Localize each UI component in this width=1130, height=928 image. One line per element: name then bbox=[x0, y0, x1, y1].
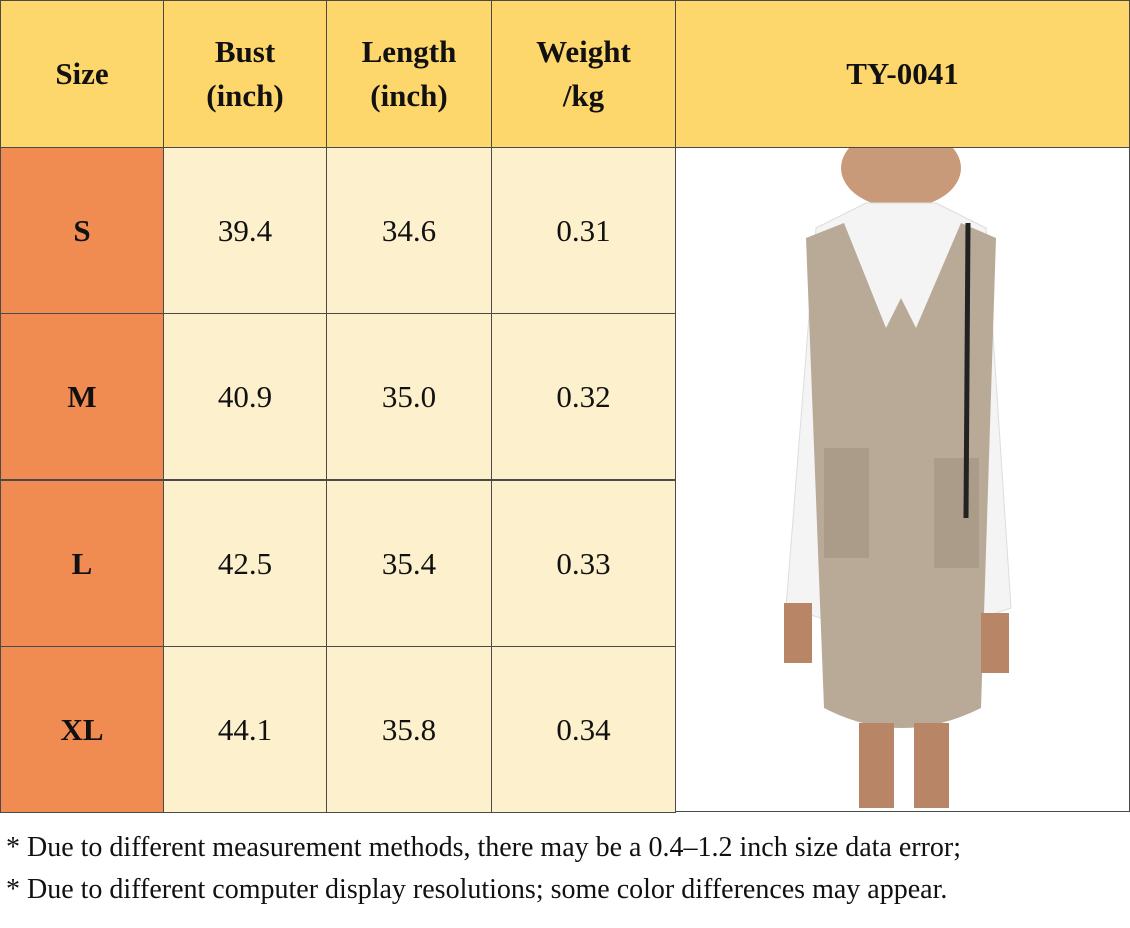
value-cell: 39.4 bbox=[163, 147, 327, 314]
dress-illustration bbox=[784, 128, 1012, 808]
value-cell: 35.4 bbox=[326, 480, 492, 647]
size-cell: S bbox=[0, 147, 164, 314]
header-cell: Size bbox=[0, 0, 164, 148]
note: * Due to different computer display reso… bbox=[6, 874, 948, 905]
value-cell: 40.9 bbox=[163, 313, 327, 480]
product-photo bbox=[675, 128, 1130, 812]
size-cell: M bbox=[0, 313, 164, 480]
size-cell: XL bbox=[0, 646, 164, 813]
header-cell: Length (inch) bbox=[326, 0, 492, 148]
value-cell: 0.32 bbox=[491, 313, 676, 480]
header-cell: Bust (inch) bbox=[163, 0, 327, 148]
header-cell: Weight /kg bbox=[491, 0, 676, 148]
value-cell: 34.6 bbox=[326, 147, 492, 314]
model-code: TY-0041 bbox=[675, 0, 1130, 148]
value-cell: 44.1 bbox=[163, 646, 327, 813]
value-cell: 35.0 bbox=[326, 313, 492, 480]
value-cell: 35.8 bbox=[326, 646, 492, 813]
value-cell: 0.31 bbox=[491, 147, 676, 314]
value-cell: 0.33 bbox=[491, 480, 676, 647]
note: * Due to different measurement methods, … bbox=[6, 832, 962, 863]
value-cell: 42.5 bbox=[163, 480, 327, 647]
size-cell: L bbox=[0, 480, 164, 647]
value-cell: 0.34 bbox=[491, 646, 676, 813]
